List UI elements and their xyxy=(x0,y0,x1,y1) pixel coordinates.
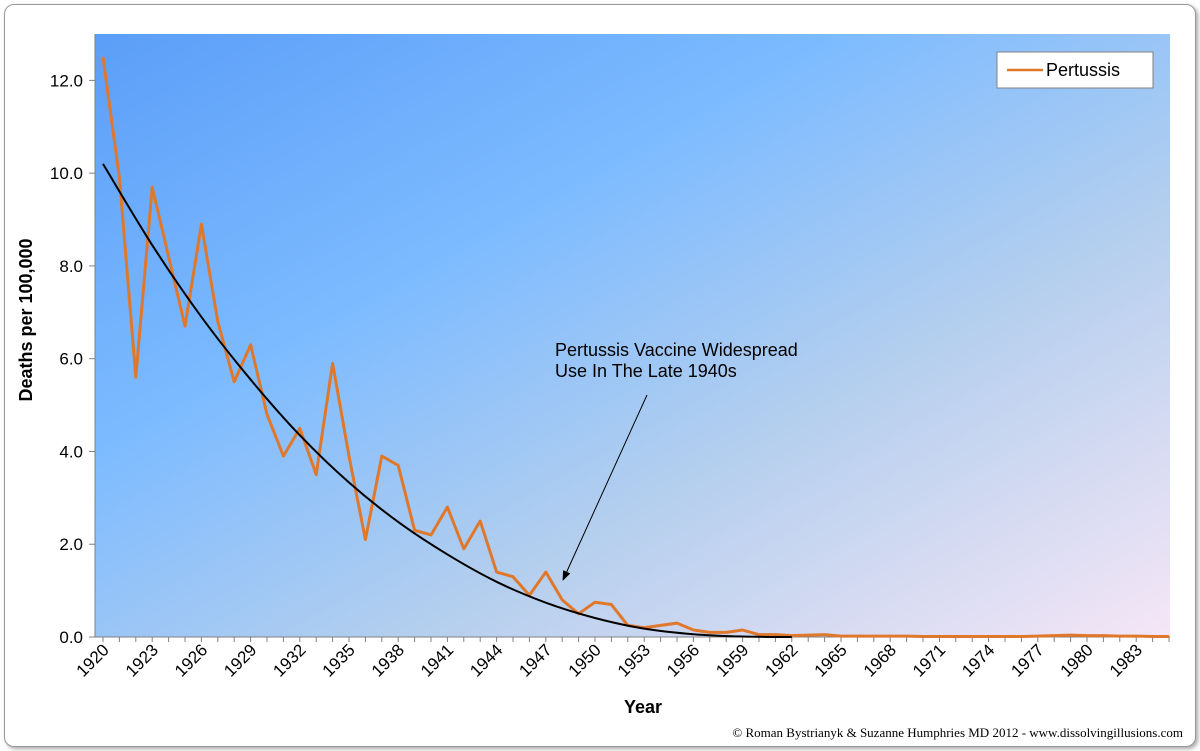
vaccine-annotation: Pertussis Vaccine Widespread Use In The … xyxy=(555,340,798,581)
x-tick-label: 1968 xyxy=(860,640,900,680)
y-tick-label: 0.0 xyxy=(59,628,83,647)
annotation-arrow xyxy=(562,394,648,581)
x-tick-label: 1959 xyxy=(712,640,752,680)
x-tick-label: 1977 xyxy=(1007,640,1047,680)
annotation-line-2: Use In The Late 1940s xyxy=(555,361,737,381)
x-tick-label: 1974 xyxy=(958,640,998,680)
x-tick-label: 1941 xyxy=(417,640,457,680)
x-axis-title: Year xyxy=(624,697,662,717)
credit-text: © Roman Bystrianyk & Suzanne Humphries M… xyxy=(732,725,1183,740)
x-tick-label: 1956 xyxy=(663,640,703,680)
x-tick-label: 1950 xyxy=(565,640,605,680)
x-tick-label: 1983 xyxy=(1106,640,1146,680)
x-tick-label: 1965 xyxy=(811,640,851,680)
y-axis-title: Deaths per 100,000 xyxy=(16,238,36,401)
y-axis-ticks: 0.0 2.0 4.0 6.0 8.0 10.0 12.0 xyxy=(50,71,95,647)
x-tick-label: 1980 xyxy=(1057,640,1097,680)
y-tick-label: 8.0 xyxy=(59,257,83,276)
x-tick-label: 1938 xyxy=(368,640,408,680)
x-tick-label: 1953 xyxy=(614,640,654,680)
x-tick-label: 1929 xyxy=(220,640,260,680)
trendline-layer xyxy=(102,163,792,638)
y-tick-label: 2.0 xyxy=(59,535,83,554)
legend: Pertussis xyxy=(996,51,1154,89)
x-tick-label: 1962 xyxy=(761,640,801,680)
x-tick-label: 1944 xyxy=(466,640,506,680)
x-tick-label: 1971 xyxy=(909,640,949,680)
x-tick-label: 1947 xyxy=(515,640,555,680)
y-tick-label: 12.0 xyxy=(50,71,83,90)
annotation-line-1: Pertussis Vaccine Widespread xyxy=(555,340,798,360)
y-tick-label: 6.0 xyxy=(59,350,83,369)
y-tick-label: 4.0 xyxy=(59,442,83,461)
y-tick-label: 10.0 xyxy=(50,164,83,183)
x-tick-label: 1926 xyxy=(171,640,211,680)
x-tick-label: 1935 xyxy=(319,640,359,680)
x-tick-label: 1923 xyxy=(122,640,162,680)
trendline xyxy=(102,163,792,638)
x-tick-label: 1932 xyxy=(269,640,309,680)
x-axis-ticks: 1920 1923 1926 1929 1932 1935 1938 1941 1944 1947… xyxy=(73,637,1170,681)
legend-label-pertussis: Pertussis xyxy=(1046,60,1120,80)
plot-area xyxy=(95,34,1170,637)
